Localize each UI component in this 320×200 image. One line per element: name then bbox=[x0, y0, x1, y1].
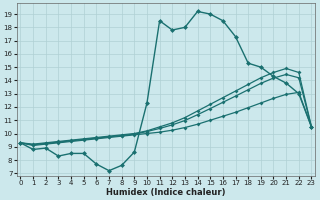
X-axis label: Humidex (Indice chaleur): Humidex (Indice chaleur) bbox=[106, 188, 226, 197]
